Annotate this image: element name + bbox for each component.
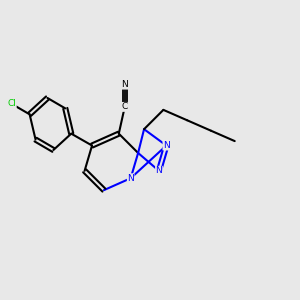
Text: N: N: [155, 166, 162, 175]
Text: N: N: [127, 174, 134, 183]
Text: N: N: [122, 80, 128, 89]
Text: C: C: [122, 102, 128, 111]
Text: N: N: [163, 141, 170, 150]
Text: Cl: Cl: [8, 99, 16, 108]
